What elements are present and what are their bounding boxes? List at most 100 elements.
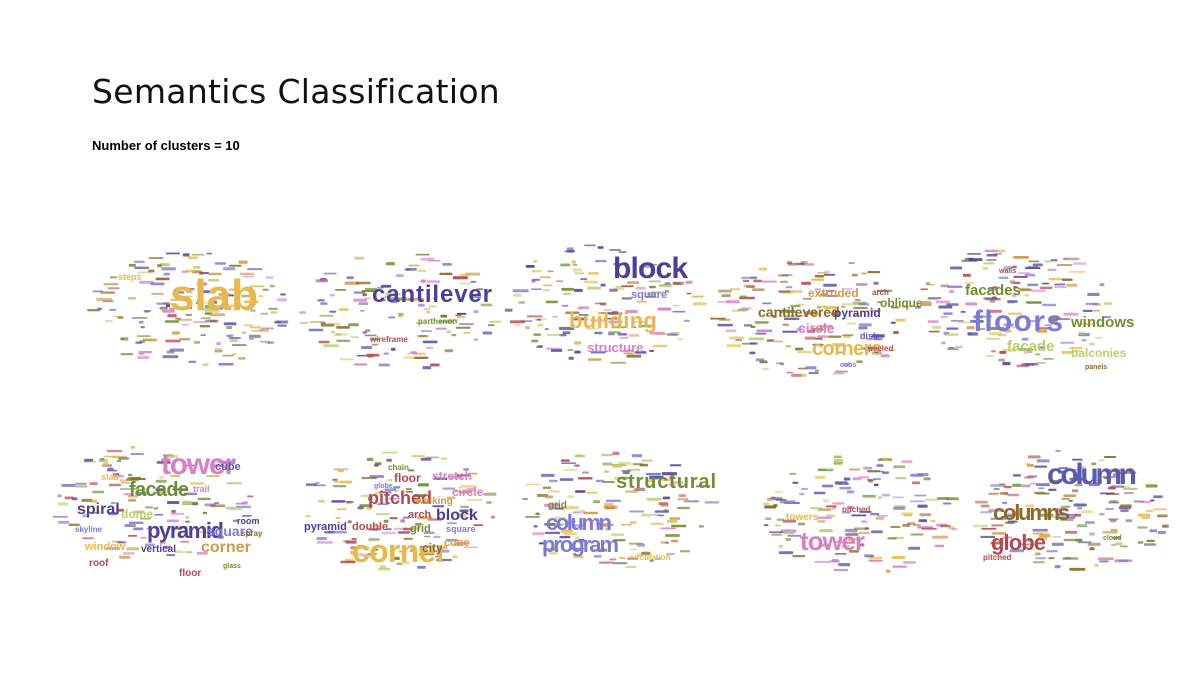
cloud-word: roof <box>89 558 109 569</box>
filler-word-speckle <box>386 458 392 462</box>
filler-word-speckle <box>631 454 643 458</box>
filler-word-speckle <box>335 516 341 519</box>
filler-word-speckle <box>483 492 497 496</box>
filler-word-speckle <box>171 510 176 513</box>
filler-word-speckle <box>594 331 603 335</box>
filler-word-speckle <box>243 324 253 327</box>
filler-word-speckle <box>826 295 839 297</box>
filler-word-speckle <box>804 336 816 340</box>
filler-word-speckle <box>1038 346 1046 349</box>
filler-word-speckle <box>764 505 777 509</box>
filler-word-speckle <box>99 458 105 461</box>
filler-word-speckle <box>1031 289 1046 293</box>
cloud-word: pyramid <box>147 518 224 543</box>
filler-word-speckle <box>799 492 805 496</box>
cloud-word: globe <box>374 483 393 490</box>
filler-word-speckle <box>628 542 644 545</box>
filler-word-speckle <box>119 479 128 482</box>
filler-word-speckle <box>1034 491 1046 494</box>
filler-word-speckle <box>459 509 468 512</box>
cloud-word: parthenon <box>418 317 457 326</box>
filler-word-speckle <box>759 360 768 364</box>
filler-word-speckle <box>522 498 528 500</box>
filler-word-speckle <box>812 343 824 346</box>
filler-word-speckle <box>548 490 561 493</box>
filler-word-speckle <box>910 473 924 477</box>
filler-word-speckle <box>611 326 626 329</box>
filler-word-speckle <box>1054 318 1071 321</box>
filler-word-speckle <box>407 469 415 472</box>
filler-word-speckle <box>366 457 374 461</box>
filler-word-speckle <box>1007 512 1017 516</box>
filler-word-speckle <box>145 506 153 509</box>
filler-word-speckle <box>1060 505 1071 508</box>
filler-word-speckle <box>525 516 540 518</box>
filler-word-speckle <box>608 331 621 334</box>
filler-word-speckle <box>646 497 662 501</box>
filler-word-speckle <box>396 274 404 277</box>
filler-word-speckle <box>208 272 222 276</box>
filler-word-speckle <box>202 363 209 367</box>
filler-word-speckle <box>940 524 951 528</box>
filler-word-speckle <box>1112 536 1120 539</box>
cloud-word: structure <box>587 340 643 355</box>
filler-word-speckle <box>981 527 997 530</box>
cloud-word: city <box>422 541 443 555</box>
filler-word-speckle <box>280 293 286 296</box>
filler-word-speckle <box>121 482 133 484</box>
filler-word-speckle <box>75 485 88 488</box>
cloud-word: floor <box>179 568 201 579</box>
filler-word-speckle <box>533 333 541 336</box>
filler-word-speckle <box>980 511 993 514</box>
filler-word-speckle <box>672 281 685 285</box>
filler-word-speckle <box>156 461 171 464</box>
filler-word-speckle <box>433 477 448 480</box>
filler-word-speckle <box>177 318 192 321</box>
filler-word-speckle <box>863 347 878 350</box>
filler-word-speckle <box>1034 465 1048 468</box>
filler-word-speckle <box>950 320 964 322</box>
filler-word-speckle <box>787 534 802 537</box>
filler-word-speckle <box>823 283 837 287</box>
filler-word-speckle <box>912 524 921 526</box>
filler-word-speckle <box>677 506 690 510</box>
filler-word-speckle <box>542 486 551 489</box>
filler-word-speckle <box>543 548 558 551</box>
filler-word-speckle <box>625 309 638 313</box>
filler-word-speckle <box>814 274 824 278</box>
filler-word-speckle <box>925 498 940 501</box>
filler-word-speckle <box>739 295 747 299</box>
filler-word-speckle <box>1044 260 1053 263</box>
filler-word-speckle <box>914 494 927 497</box>
filler-word-speckle <box>217 535 224 539</box>
filler-word-speckle <box>988 509 1002 512</box>
filler-word-speckle <box>729 336 744 340</box>
filler-word-speckle <box>128 499 137 502</box>
filler-word-speckle <box>844 288 853 290</box>
filler-word-speckle <box>567 349 574 351</box>
filler-word-speckle <box>530 288 542 290</box>
filler-word-speckle <box>609 249 622 251</box>
filler-word-speckle <box>1021 337 1029 341</box>
filler-word-speckle <box>993 253 1002 255</box>
filler-word-speckle <box>811 278 825 281</box>
filler-word-speckle <box>375 513 390 516</box>
filler-word-speckle <box>982 267 989 270</box>
filler-word-speckle <box>536 345 542 348</box>
filler-word-speckle <box>568 520 576 523</box>
filler-word-speckle <box>417 483 429 487</box>
filler-word-speckle <box>1005 521 1013 524</box>
filler-word-speckle <box>1039 534 1051 538</box>
filler-word-speckle <box>487 324 495 327</box>
filler-word-speckle <box>193 321 208 323</box>
filler-word-speckle <box>873 281 879 285</box>
filler-word-speckle <box>1003 323 1014 327</box>
filler-word-speckle <box>831 312 837 316</box>
filler-word-speckle <box>135 341 142 344</box>
filler-word-speckle <box>192 503 199 506</box>
filler-word-speckle <box>621 297 632 300</box>
filler-word-speckle <box>901 460 913 464</box>
filler-word-speckle <box>622 349 635 352</box>
filler-word-speckle <box>998 358 1005 362</box>
